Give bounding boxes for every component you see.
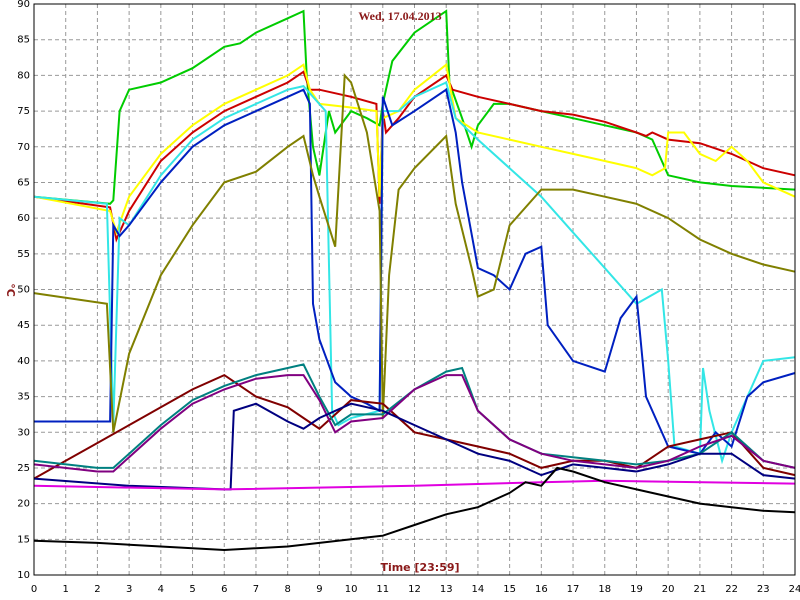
- x-axis-label: Time [23:59]: [380, 561, 459, 574]
- x-tick-label: 14: [472, 584, 485, 595]
- y-tick-label: 10: [17, 570, 30, 581]
- x-tick-label: 23: [757, 584, 770, 595]
- x-tick-label: 12: [408, 584, 421, 595]
- y-tick-label: 15: [17, 534, 30, 545]
- series-line: [33, 479, 796, 491]
- y-tick-label: 35: [17, 392, 30, 403]
- y-tick-label: 55: [17, 249, 30, 260]
- x-tick-label: 9: [316, 584, 322, 595]
- x-tick-label: 1: [63, 584, 69, 595]
- y-axis-label: °C: [4, 283, 17, 297]
- x-tick-label: 21: [694, 584, 707, 595]
- series-line: [33, 72, 796, 433]
- series-line: [34, 88, 796, 455]
- series-line: [33, 374, 796, 473]
- x-tick-label: 2: [94, 584, 100, 595]
- x-tick-label: 3: [126, 584, 132, 595]
- y-tick-label: 85: [17, 35, 30, 46]
- lines: [33, 9, 796, 552]
- y-tick-label: 20: [17, 499, 30, 510]
- x-tick-label: 8: [284, 584, 290, 595]
- x-tick-label: 15: [503, 584, 516, 595]
- x-tick-label: 11: [376, 584, 389, 595]
- series-line: [33, 402, 796, 491]
- y-tick-label: 50: [17, 285, 30, 296]
- x-tick-label: 0: [31, 584, 37, 595]
- y-tick-label: 30: [17, 427, 30, 438]
- y-tick-label: 90: [17, 0, 30, 10]
- series-line: [33, 363, 796, 469]
- y-tick-label: 40: [17, 356, 30, 367]
- x-tick-label: 6: [221, 584, 227, 595]
- x-tick-label: 22: [725, 584, 738, 595]
- x-tick-label: 4: [158, 584, 164, 595]
- series-line: [33, 81, 796, 465]
- y-tick-label: 75: [17, 106, 30, 117]
- y-tick-label: 70: [17, 142, 30, 153]
- series-line: [33, 62, 796, 236]
- x-tick-label: 16: [535, 584, 548, 595]
- x-tick-label: 17: [567, 584, 580, 595]
- y-tick-label: 25: [17, 463, 30, 474]
- series-line: [33, 9, 796, 205]
- series-line: [33, 466, 796, 552]
- x-tick-label: 24: [789, 584, 800, 595]
- x-tick-label: 7: [253, 584, 259, 595]
- x-tick-label: 13: [440, 584, 453, 595]
- x-tick-label: 19: [630, 584, 643, 595]
- chart-title: Wed, 17.04.2013: [358, 9, 441, 23]
- x-tick-label: 20: [662, 584, 675, 595]
- x-tick-label: 10: [345, 584, 358, 595]
- y-tick-label: 80: [17, 70, 30, 81]
- plot-frame: [33, 3, 796, 576]
- x-tick-label: 18: [598, 584, 611, 595]
- y-tick-label: 60: [17, 213, 30, 224]
- x-tick-label: 5: [189, 584, 195, 595]
- y-tick-label: 45: [17, 320, 30, 331]
- y-tick-label: 65: [17, 177, 30, 188]
